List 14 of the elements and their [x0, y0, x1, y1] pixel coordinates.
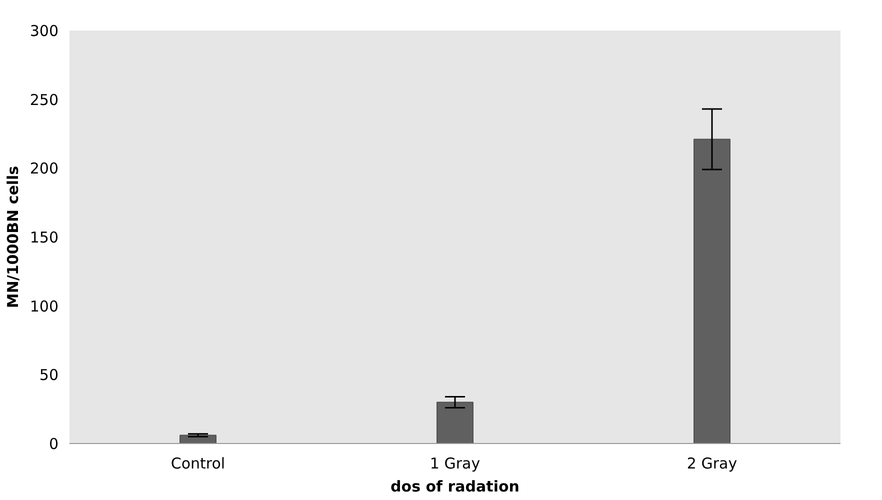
y-tick-label: 0 [48, 435, 59, 453]
y-tick-label: 50 [39, 366, 59, 384]
y-tick-label: 300 [30, 22, 59, 40]
x-tick-label: 1 Gray [430, 454, 480, 472]
y-tick-label: 100 [30, 297, 59, 316]
bar [436, 402, 474, 444]
bar [694, 138, 730, 444]
x-axis-title: dos of radation [390, 478, 520, 496]
y-tick-label: 250 [30, 90, 59, 109]
y-axis-title: MN/1000BN cells [4, 166, 22, 308]
x-tick-label: Control [170, 454, 226, 472]
y-tick-label: 150 [30, 228, 59, 246]
x-tick-label: 2 Gray [686, 454, 738, 472]
y-tick-label: 200 [30, 160, 59, 178]
